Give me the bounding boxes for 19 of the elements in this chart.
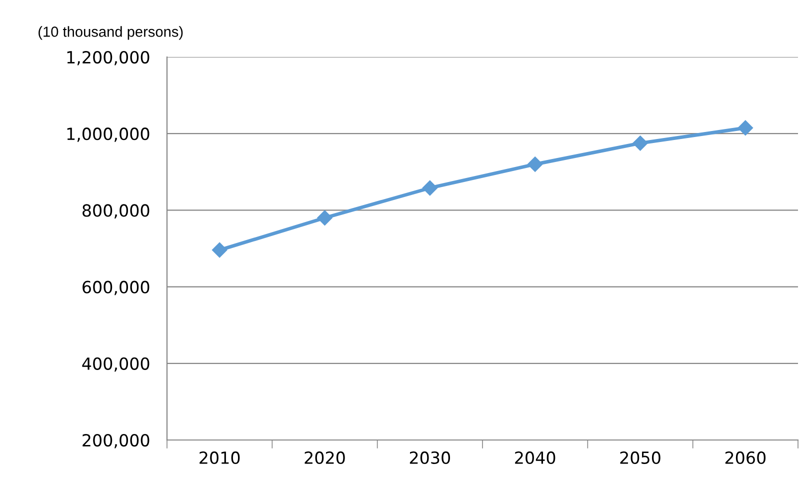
x-tick-label: 2060 — [725, 451, 766, 464]
y-tick-label: 1,200,000 — [67, 50, 150, 66]
point — [317, 210, 332, 226]
y-tick-label: 600,000 — [82, 280, 150, 296]
x-tick-label: 2030 — [410, 451, 450, 464]
x-tick-label: 2020 — [304, 451, 345, 464]
x-tick-label: 2040 — [515, 451, 556, 464]
x-tick-label: 2010 — [200, 451, 240, 464]
x-tick-label: 2050 — [620, 451, 660, 464]
point — [632, 136, 648, 151]
y-tick-label: 400,000 — [82, 357, 150, 372]
point — [738, 120, 753, 136]
y-tick-label: 200,000 — [82, 434, 150, 448]
point — [422, 180, 438, 196]
point — [528, 156, 543, 172]
y-axis-title: (10 thousand persons) — [38, 26, 183, 40]
y-tick-label: 800,000 — [82, 204, 150, 218]
point — [212, 242, 228, 258]
y-tick-label: 1,000,000 — [67, 128, 150, 142]
